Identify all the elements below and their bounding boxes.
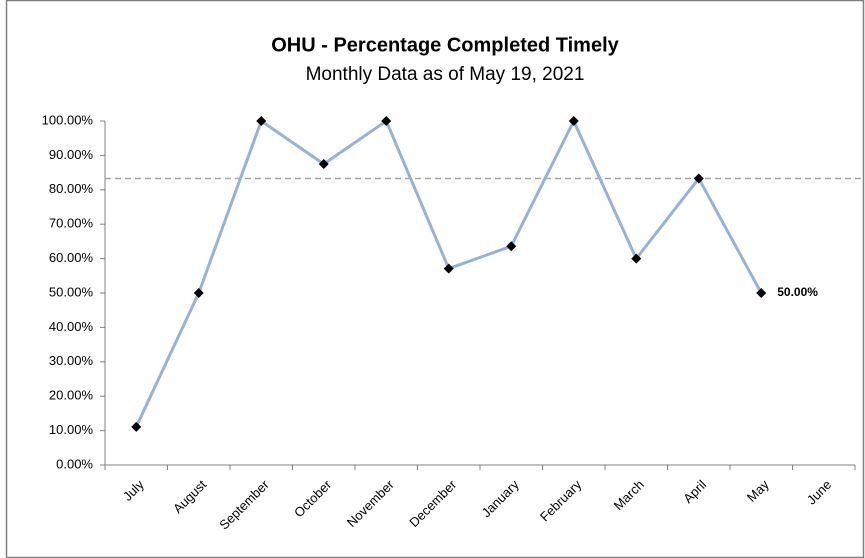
data-label: 50.00%	[777, 285, 818, 299]
marker	[318, 159, 329, 169]
marker	[131, 421, 142, 432]
marker	[631, 253, 642, 264]
marker	[193, 288, 204, 298]
y-tick-label: 50.00%	[49, 284, 94, 299]
y-tick-label: 10.00%	[49, 422, 94, 437]
marker	[256, 116, 267, 126]
y-tick-label: 70.00%	[49, 216, 94, 231]
marker	[381, 116, 392, 126]
marker	[443, 263, 454, 274]
y-tick-label: 40.00%	[49, 319, 94, 334]
y-tick-label: 0.00%	[56, 456, 93, 471]
y-tick-label: 30.00%	[49, 353, 94, 368]
marker	[693, 173, 704, 184]
y-tick-label: 100.00%	[42, 112, 94, 127]
marker	[568, 116, 579, 126]
marker	[756, 288, 767, 298]
y-tick-label: 60.00%	[49, 250, 94, 265]
marker	[506, 241, 517, 252]
chart-subtitle: Monthly Data as of May 19, 2021	[306, 64, 585, 85]
chart-title: OHU - Percentage Completed Timely	[271, 34, 619, 56]
y-tick-label: 20.00%	[49, 388, 94, 403]
y-tick-label: 80.00%	[49, 181, 94, 196]
y-tick-label: 90.00%	[49, 147, 94, 162]
